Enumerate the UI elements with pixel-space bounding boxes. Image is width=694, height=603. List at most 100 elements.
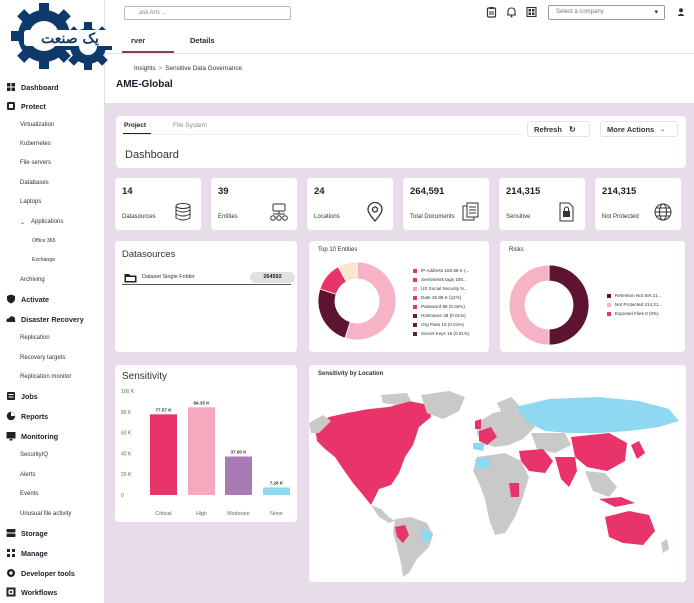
stat-card-locations[interactable]: 24 Locations xyxy=(307,178,393,230)
entities-donut-chart[interactable] xyxy=(317,261,397,341)
legend-item[interactable]: Exposed Files 0 (0%) xyxy=(607,309,662,318)
legend-swatch xyxy=(413,304,417,309)
legend-swatch xyxy=(413,331,417,336)
sidebar-item-protect[interactable]: Protect xyxy=(6,99,46,113)
sidebar-item-label: Office 365 xyxy=(32,238,56,244)
sidebar-item-label: Jobs xyxy=(21,391,38,401)
stat-card-sensitive[interactable]: 214,315 Sensitive xyxy=(499,178,585,230)
top-icons xyxy=(486,6,537,18)
storage-icon xyxy=(6,529,16,537)
bell-icon[interactable] xyxy=(506,6,517,18)
legend-item[interactable]: IP Address 183.98 K (... xyxy=(413,266,470,275)
search-input[interactable]: ask Aris ... xyxy=(124,6,291,20)
bar-high[interactable] xyxy=(188,407,215,495)
tab-overview[interactable]: rver xyxy=(131,36,146,45)
subtab-project[interactable]: Project xyxy=(124,122,147,129)
legend-item[interactable]: US Social Security N... xyxy=(413,284,470,293)
legend-item[interactable]: Password 88 (0.02%) xyxy=(413,302,470,311)
active-subtab-indicator xyxy=(123,133,151,134)
bar-value-label: 37.00 K xyxy=(230,450,247,455)
monitor-icon xyxy=(6,432,16,441)
sidebar-item-label: Databases xyxy=(20,180,49,186)
sidebar-item-label: Events xyxy=(20,491,39,497)
sidebar-item-label: Reports xyxy=(21,411,49,421)
breadcrumb-parent[interactable]: Insights xyxy=(134,65,156,72)
stat-card-entities[interactable]: 39 Entities xyxy=(211,178,297,230)
stat-label: Locations xyxy=(314,214,340,220)
sidebar-item-label: SecurityIQ xyxy=(20,452,49,458)
sidebar-item-monitoring[interactable]: Monitoring xyxy=(6,429,58,443)
stat-label: Total Documents xyxy=(410,214,455,220)
legend-item[interactable]: Not Protected 214,31... xyxy=(607,300,662,309)
sidebar-item-storage[interactable]: Storage xyxy=(6,526,48,540)
sidebar-item-recovery-targets[interactable]: Recovery targets xyxy=(20,351,65,365)
sidebar-item-file-servers[interactable]: File servers xyxy=(20,156,51,170)
legend-item[interactable]: Sentiments tags 105... xyxy=(413,275,470,284)
sidebar-item-databases[interactable]: Databases xyxy=(20,176,49,190)
bar-none[interactable] xyxy=(263,487,290,495)
donut-segment[interactable] xyxy=(548,264,590,346)
sidebar-item-archiving[interactable]: Archiving xyxy=(20,273,45,287)
top-entities-card: Top 10 Entities IP Address 183.98 K (...… xyxy=(309,241,489,352)
sidebar-item-replication-monitor[interactable]: Replication monitor xyxy=(20,370,71,384)
clipboard-icon[interactable] xyxy=(486,6,497,18)
donut-segment[interactable] xyxy=(337,261,358,283)
tab-details[interactable]: Details xyxy=(190,36,215,45)
donut-segment[interactable] xyxy=(344,261,397,341)
legend-label: US Social Security N... xyxy=(421,286,468,291)
donut-segment[interactable] xyxy=(508,264,550,346)
refresh-button[interactable]: Refresh ↻ xyxy=(527,121,590,137)
sidebar-item-securityiq[interactable]: SecurityIQ xyxy=(20,448,48,462)
more-actions-button[interactable]: More Actions ⌄ xyxy=(600,121,678,137)
dashboard-icon xyxy=(7,83,15,91)
subtab-file-system[interactable]: File System xyxy=(173,122,207,129)
database-icon xyxy=(175,203,191,221)
stat-card-not-protected[interactable]: 214,315 Not Protected xyxy=(595,178,681,230)
sidebar-item-developer-tools[interactable]: Developer tools xyxy=(6,566,75,580)
sidebar-item-label: Developer tools xyxy=(21,568,75,578)
sidebar-item-laptops[interactable]: Laptops xyxy=(20,195,41,209)
sidebar-item-label: Activate xyxy=(21,294,49,304)
sidebar-item-label: File servers xyxy=(20,160,52,166)
grid-icon[interactable] xyxy=(526,6,537,18)
user-icon[interactable] xyxy=(676,7,686,17)
sidebar-item-reports[interactable]: Reports xyxy=(6,409,48,423)
donut-segment[interactable] xyxy=(317,288,351,339)
sidebar-item-workflows[interactable]: Workflows xyxy=(6,585,57,599)
sidebar-item-label: Monitoring xyxy=(21,431,59,441)
sidebar-item-replication[interactable]: Replication xyxy=(20,331,50,345)
sidebar-item-manage[interactable]: Manage xyxy=(6,546,48,560)
map-region-brazil-east xyxy=(421,529,433,543)
legend-swatch xyxy=(413,295,417,300)
legend-item[interactable]: Retention Not Set 21... xyxy=(607,291,662,300)
sidebar-item-dashboard[interactable]: Dashboard xyxy=(6,80,59,94)
sidebar-item-activate[interactable]: Activate xyxy=(6,292,49,306)
sidebar-item-applications[interactable]: ⌄ Applications xyxy=(20,215,63,229)
datasources-title: Datasources xyxy=(122,249,176,260)
protect-icon xyxy=(7,102,15,110)
sidebar-item-virtualization[interactable]: Virtualization xyxy=(20,118,54,132)
sidebar-item-disaster-recovery[interactable]: Disaster Recovery xyxy=(6,312,84,326)
y-tick-label: 100 K xyxy=(121,389,135,395)
legend-item[interactable]: Org Pass 19 (0.01%) xyxy=(413,320,470,329)
company-select[interactable]: Select a company ▾ xyxy=(548,5,665,20)
sidebar-item-kubernetes[interactable]: Kubernetes xyxy=(20,137,51,151)
logo-text: یک صنعت xyxy=(41,31,99,47)
sidebar-item-jobs[interactable]: Jobs xyxy=(6,389,38,403)
datasource-row[interactable]: Dataset Single Folder 264592 xyxy=(122,271,295,285)
sidebar-item-events[interactable]: Events xyxy=(20,487,38,501)
legend-item[interactable]: Hostname 38 (0.01%) xyxy=(413,311,470,320)
world-map[interactable] xyxy=(309,387,686,579)
bar-critical[interactable] xyxy=(150,414,177,495)
datasource-name: Dataset Single Folder xyxy=(142,274,195,280)
legend-item[interactable]: Secret Keys 16 (0.01%) xyxy=(413,329,470,338)
stat-card-total-documents[interactable]: 264,591 Total Documents xyxy=(403,178,489,230)
sidebar-item-alerts[interactable]: Alerts xyxy=(20,468,35,482)
sidebar-item-unusual-file-activity[interactable]: Unusual file activity xyxy=(20,507,71,521)
bar-moderate[interactable] xyxy=(225,456,252,495)
legend-item[interactable]: Date 26.89 K (12%) xyxy=(413,293,470,302)
stat-card-datasources[interactable]: 14 Datasources xyxy=(115,178,201,230)
sidebar-item-exchange[interactable]: Exchange xyxy=(32,253,55,267)
risks-donut-chart[interactable] xyxy=(508,264,590,346)
sidebar-item-office-365[interactable]: Office 365 xyxy=(32,234,56,248)
